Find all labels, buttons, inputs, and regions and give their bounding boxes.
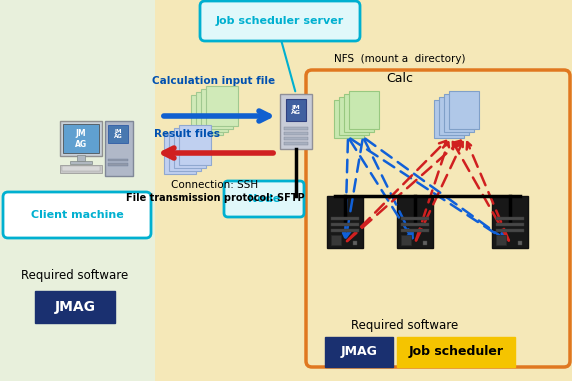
Bar [284, 132, 308, 135]
Bar [353, 241, 357, 245]
Text: Job scheduler server: Job scheduler server [216, 16, 344, 26]
Bar [401, 217, 429, 220]
Bar [108, 125, 128, 143]
FancyBboxPatch shape [224, 181, 304, 217]
Bar [496, 217, 524, 220]
Bar [105, 121, 133, 176]
Bar [62, 166, 100, 171]
FancyBboxPatch shape [3, 192, 151, 238]
FancyBboxPatch shape [201, 89, 233, 129]
Bar [108, 163, 128, 166]
Text: JMAG: JMAG [340, 346, 378, 359]
Text: Job scheduler: Job scheduler [408, 346, 503, 359]
FancyBboxPatch shape [439, 97, 469, 135]
Bar [60, 121, 102, 156]
Bar [325, 337, 393, 367]
Bar [327, 196, 363, 248]
FancyBboxPatch shape [339, 97, 369, 135]
Bar [331, 229, 359, 232]
FancyBboxPatch shape [196, 92, 228, 132]
Bar [331, 235, 341, 245]
Bar [401, 223, 429, 226]
Text: Client machine: Client machine [31, 210, 124, 220]
FancyBboxPatch shape [206, 86, 238, 126]
Bar [284, 127, 308, 130]
Bar [331, 217, 359, 220]
FancyBboxPatch shape [349, 91, 379, 129]
Bar [108, 159, 128, 161]
FancyBboxPatch shape [334, 100, 364, 138]
Bar [496, 223, 524, 226]
Text: JM
AG: JM AG [291, 105, 301, 115]
Text: Result files: Result files [154, 129, 220, 139]
Bar [280, 94, 312, 149]
Bar [0, 0, 155, 381]
Text: Required software: Required software [21, 269, 129, 282]
Text: Calculation input file: Calculation input file [152, 76, 276, 86]
FancyBboxPatch shape [344, 94, 374, 132]
Bar [423, 241, 427, 245]
Bar [492, 196, 528, 248]
FancyBboxPatch shape [444, 94, 474, 132]
Bar [397, 196, 433, 248]
Bar [496, 235, 506, 245]
Bar [286, 99, 306, 121]
Text: Calc: Calc [387, 72, 414, 85]
Bar [63, 124, 99, 153]
FancyBboxPatch shape [169, 131, 201, 171]
Bar [60, 165, 102, 173]
Bar [518, 241, 522, 245]
Text: JM
AG: JM AG [114, 129, 122, 139]
Bar [284, 137, 308, 140]
Text: Connection: SSH: Connection: SSH [172, 180, 259, 190]
Text: NFS  (mount a  directory): NFS (mount a directory) [334, 54, 466, 64]
Bar [77, 155, 85, 161]
FancyBboxPatch shape [449, 91, 479, 129]
Bar [401, 229, 429, 232]
Text: File transmission protocol: SFTP: File transmission protocol: SFTP [126, 193, 304, 203]
Bar [331, 223, 359, 226]
Text: JM
AG: JM AG [75, 129, 87, 149]
Bar [35, 291, 115, 323]
FancyBboxPatch shape [179, 125, 211, 165]
Bar [401, 235, 411, 245]
FancyBboxPatch shape [191, 95, 223, 135]
Bar [155, 0, 572, 381]
FancyBboxPatch shape [174, 128, 206, 168]
Bar [284, 142, 308, 145]
FancyBboxPatch shape [434, 100, 464, 138]
Text: JMAG: JMAG [54, 300, 96, 314]
Text: Required software: Required software [351, 320, 459, 333]
Bar [496, 229, 524, 232]
FancyBboxPatch shape [200, 1, 360, 41]
FancyBboxPatch shape [164, 134, 196, 174]
Text: Node: Node [248, 194, 280, 204]
Bar [397, 337, 515, 367]
Bar [70, 161, 92, 164]
